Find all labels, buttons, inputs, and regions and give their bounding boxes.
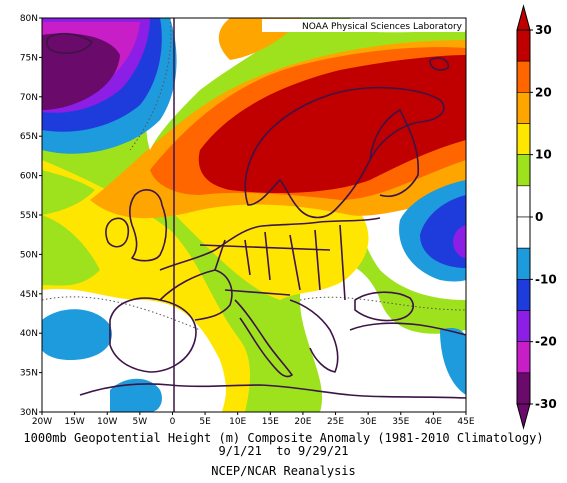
noaa-label: NOAA Physical Sciences Laboratory [262,19,465,32]
lon-tick-label: 45E [457,417,474,427]
colorbar-segment [516,123,531,155]
caption-title: 1000mb Geopotential Height (m) Composite… [23,431,544,445]
colorbar-segment [516,216,531,249]
colorbar-tick-label: -20 [535,335,557,349]
lon-tick-label: 40E [425,417,442,427]
lon-tick-label: 20E [294,417,311,427]
colorbar-tick-label: 20 [535,85,552,99]
lat-tick-label: 50N [20,250,38,260]
lat-tick-label: 40N [20,329,38,339]
lat-tick-label: 65N [20,132,38,142]
lat-tick-label: 80N [20,14,38,24]
colorbar-segment [516,92,531,124]
coastlines [46,32,466,399]
lon-tick-label: 5W [133,417,148,427]
lat-tick-label: 45N [20,290,38,300]
lon-tick-label: 5E [199,417,211,427]
caption-date-range: 9/1/21 to 9/29/21 [218,444,349,458]
colorbar-tick-label: -30 [535,397,557,411]
lon-tick-label: 0 [170,417,176,427]
lat-tick-label: 30N [20,408,38,418]
colorbar-segment [516,279,531,311]
colorbar-bottom-arrow [516,403,531,430]
colorbar-segment [516,60,531,93]
lon-tick-label: 20W [32,417,52,427]
colorbar-segment [516,372,531,405]
lat-tick-label: 35N [20,369,38,379]
colorbar-segment [516,154,531,187]
colorbar: 30 20 10 0 -10 -20 -30 [516,4,557,430]
lon-tick-label: 35E [392,417,409,427]
colorbar-top-arrow [516,4,531,31]
lon-tick-label: 15W [64,417,84,427]
longitude-axis: 20W 15W 10W 5W 0 5E 10E 15E 20E 25E 30E 35E 40E 45E [32,412,475,427]
lon-tick-label: 15E [262,417,279,427]
colorbar-tick-label: 30 [535,23,552,37]
colorbar-segment [516,185,531,218]
anomaly-field [42,18,466,412]
caption-source: NCEP/NCAR Reanalysis [211,464,356,478]
lon-tick-label: 10W [97,417,117,427]
lon-tick-label: 10E [229,417,246,427]
lat-tick-label: 60N [20,172,38,182]
colorbar-segment [516,310,531,342]
lon-tick-label: 25E [327,417,344,427]
colorbar-segment [516,247,531,280]
lon-tick-label: 30E [360,417,377,427]
colorbar-segment [516,29,531,62]
lat-tick-label: 70N [20,93,38,103]
lat-tick-label: 75N [20,53,38,63]
latitude-axis: 80N 75N 70N 65N 60N 55N 50N 45N 40N 35N 30N [20,14,42,418]
noaa-label-text: NOAA Physical Sciences Laboratory [302,22,463,32]
colorbar-segment [516,341,531,374]
colorbar-tick-label: 10 [535,148,552,162]
colorbar-tick-label: -10 [535,272,557,286]
colorbar-tick-label: 0 [535,210,543,224]
lat-tick-label: 55N [20,211,38,221]
